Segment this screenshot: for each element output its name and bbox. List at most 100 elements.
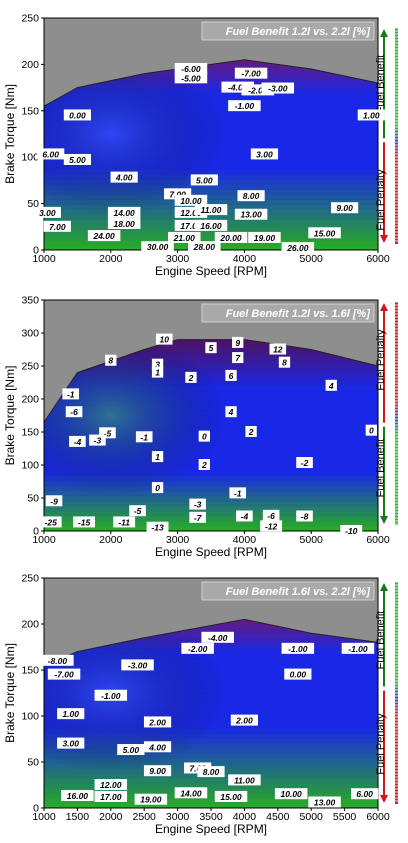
contour-label-text: 7.00 xyxy=(169,189,186,199)
contour-label-box xyxy=(143,765,172,777)
contour-label-box xyxy=(214,790,248,802)
contour-label: -1.00 xyxy=(281,642,315,654)
contour-label-box xyxy=(164,188,192,200)
contour-label-box xyxy=(43,220,71,232)
contour-label-box xyxy=(141,241,174,253)
contour-label-box xyxy=(236,510,253,522)
contour-label-box xyxy=(174,72,208,84)
contour-label: 13.00 xyxy=(308,796,341,808)
contour-label-box xyxy=(47,668,81,680)
chart-panel-1: Fuel Benefit 1.2l vs. 2.2l [%] 0 50 100 150 2… xyxy=(3,13,399,278)
contour-label-box xyxy=(94,779,128,790)
contour-label-text: -1 xyxy=(67,389,75,399)
contour-label: 6.00 xyxy=(351,788,379,800)
contour-label-text: -3 xyxy=(194,500,202,510)
contour-label-box xyxy=(113,516,136,528)
contour-label-box xyxy=(146,521,169,533)
contour-label: -5 xyxy=(129,505,146,517)
contour-label-box xyxy=(174,219,208,231)
contour-label-text: -4.00 xyxy=(208,633,228,643)
contour-label-box xyxy=(228,774,261,786)
contour-label: 4.00 xyxy=(143,741,172,753)
contour-label-text: 3.00 xyxy=(39,208,56,218)
contour-label-box xyxy=(69,435,86,447)
contour-label-text: -5 xyxy=(104,428,112,438)
contour-label: 2.00 xyxy=(143,716,172,728)
contour-label-text: -1.00 xyxy=(101,691,121,701)
contour-label: 12.00 xyxy=(94,779,128,790)
contour-label-text: 12 xyxy=(273,345,283,355)
contour-label: -5.00 xyxy=(174,72,208,84)
y-tick-label: 0 xyxy=(33,245,39,257)
contour-label: 9.00 xyxy=(331,202,359,214)
contour-label-box xyxy=(228,100,261,112)
contour-label-text: -12 xyxy=(265,521,278,531)
contour-label-box xyxy=(357,109,385,121)
contour-label-box xyxy=(45,495,63,507)
contour-label-text: 5.00 xyxy=(196,175,213,185)
contour-label: 16.00 xyxy=(61,790,94,802)
contour-label: -6 xyxy=(262,509,280,521)
contour-label-text: -4 xyxy=(241,511,249,521)
contour-label-box xyxy=(232,352,244,364)
contour-label-text: 2.00 xyxy=(235,716,253,726)
contour-label: -7.00 xyxy=(234,67,268,79)
contour-label: 9.00 xyxy=(143,765,172,777)
y-axis-label: Brake Torque [Nm] xyxy=(3,643,17,743)
contour-label-box xyxy=(185,371,197,383)
contour-label-box xyxy=(325,379,337,391)
contour-label: -6.00 xyxy=(174,63,208,75)
contour-label-box xyxy=(274,788,308,800)
contour-label-text: 0 xyxy=(369,426,374,436)
contour-label-text: 6.00 xyxy=(356,789,373,799)
contour-label-text: 10 xyxy=(160,335,170,345)
contour-label: -2.00 xyxy=(181,642,214,654)
contour-label: 15.00 xyxy=(308,227,341,239)
legend-bottom-label: Fuel Penalty xyxy=(375,169,387,231)
contour-label-text: 8 xyxy=(108,356,113,366)
contour-label-box xyxy=(194,204,228,216)
contour-label-text: -1.00 xyxy=(235,101,255,111)
contour-label: -1 xyxy=(135,431,153,443)
contour-label-text: 2 xyxy=(201,460,207,470)
contour-label: 2 xyxy=(198,459,210,470)
contour-label-text: 1 xyxy=(155,368,160,378)
contour-label-text: -8 xyxy=(301,511,309,521)
contour-label-box xyxy=(284,668,312,680)
contour-label-text: -4.00 xyxy=(228,83,248,93)
contour-label-box xyxy=(248,231,281,243)
contour-label: -8.00 xyxy=(41,654,74,666)
contour-label: 0.00 xyxy=(284,668,312,680)
contour-label-box xyxy=(62,388,80,400)
x-tick-label: 2000 xyxy=(99,253,123,265)
contour-label-box xyxy=(174,63,208,75)
contour-label-text: 5.00 xyxy=(69,155,86,165)
contour-label-box xyxy=(201,631,234,643)
contour-label-text: 4 xyxy=(228,407,234,417)
contour-label: 10.00 xyxy=(174,194,208,206)
contour-label-box xyxy=(331,202,359,214)
contour-label-text: 28.00 xyxy=(193,242,216,252)
contour-label: 3.00 xyxy=(250,148,279,160)
contour-label-text: 1 xyxy=(155,452,160,462)
contour-label-text: -7 xyxy=(194,513,203,523)
contour-label-text: -4 xyxy=(74,437,82,447)
x-tick-label: 3000 xyxy=(166,811,190,823)
chart-title: Fuel Benefit 1.2l vs. 2.2l [%] xyxy=(226,26,371,38)
contour-label-text: 1.00 xyxy=(363,110,380,120)
contour-label: 12 xyxy=(269,343,287,355)
contour-label-box xyxy=(234,208,268,220)
contour-label: 14.00 xyxy=(174,787,208,799)
contour-label-box xyxy=(194,219,228,231)
contour-label-box xyxy=(365,424,377,436)
legend-top-label: Fuel Benefit xyxy=(375,611,387,670)
contour-label-text: -2.00 xyxy=(188,644,208,654)
contour-label-box xyxy=(174,206,208,218)
y-tick-label: 250 xyxy=(21,573,39,585)
x-axis-label: Engine Speed [RPM] xyxy=(155,264,267,278)
contour-label-text: 0.00 xyxy=(69,110,86,120)
contour-label: 4.00 xyxy=(110,171,138,183)
contour-label-box xyxy=(134,793,168,805)
side-color-bar xyxy=(395,302,398,525)
